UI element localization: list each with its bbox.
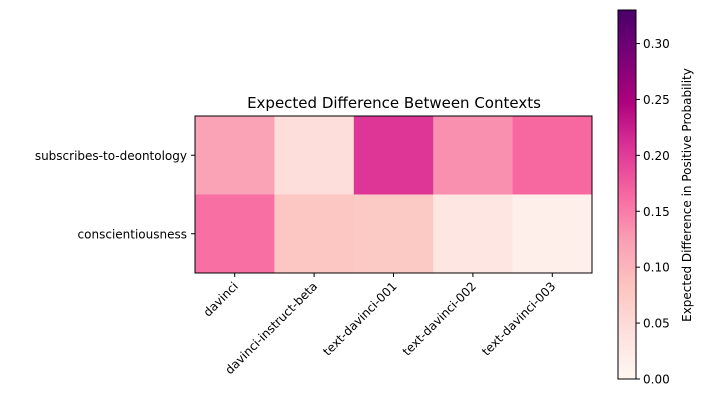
y-axis: subscribes-to-deontology conscientiousnes… <box>35 149 195 241</box>
colorbar-tick-label: 0.30 <box>643 37 670 51</box>
colorbar-label: Expected Difference in Positive Probabil… <box>680 68 694 322</box>
colorbar-tick-label: 0.10 <box>643 261 670 275</box>
heatmap-cell <box>353 194 434 274</box>
heatmap-cells <box>195 116 593 274</box>
heatmap-cell <box>433 194 514 274</box>
x-tick-label: text-davinci-002 <box>400 279 479 358</box>
heatmap-cell <box>353 116 434 195</box>
colorbar-tick-label: 0.25 <box>643 93 670 107</box>
heatmap-cell <box>512 116 593 195</box>
heatmap-cell <box>274 194 355 274</box>
heatmap-cell <box>433 116 514 195</box>
colorbar-tick-label: 0.15 <box>643 205 670 219</box>
heatmap-cell <box>512 194 593 274</box>
x-tick-label: text-davinci-001 <box>320 279 399 358</box>
colorbar <box>617 9 637 380</box>
x-tick-label: davinci <box>201 279 241 319</box>
colorbar-tick-label: 0.05 <box>643 317 670 331</box>
colorbar-tick-label: 0.00 <box>643 373 670 387</box>
chart-title: Expected Difference Between Contexts <box>247 94 541 112</box>
heatmap-cell <box>195 194 275 274</box>
y-tick-label: conscientiousness <box>78 227 187 241</box>
colorbar-ticks: 0.00 0.05 0.10 0.15 0.20 0.25 0.30 <box>636 37 670 387</box>
heatmap-cell <box>274 116 355 195</box>
x-tick-label: davinci-instruct-beta <box>222 279 320 377</box>
y-tick-label: subscribes-to-deontology <box>35 149 187 163</box>
x-tick-label: text-davinci-003 <box>479 279 558 358</box>
colorbar-tick-label: 0.20 <box>643 149 670 163</box>
heatmap-cell <box>195 116 275 195</box>
